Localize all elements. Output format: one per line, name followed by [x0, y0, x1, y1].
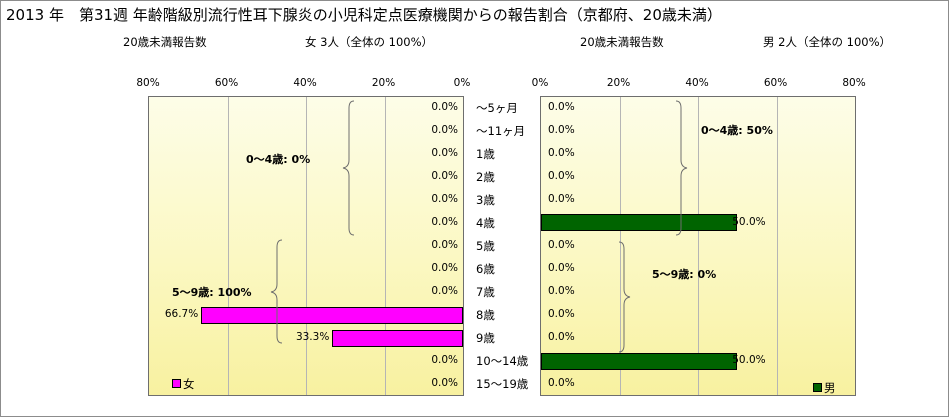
female-value-label: 0.0% — [431, 192, 458, 205]
female-value-label: 33.3% — [295, 331, 330, 344]
female-bar — [201, 306, 463, 324]
female-summary: 女 3人（全体の 100%） — [305, 35, 434, 49]
male-annotation-5-9: 5～9歳: 0% — [652, 268, 717, 281]
female-gridline — [306, 97, 307, 395]
female-tick-label: 40% — [293, 77, 317, 89]
age-label: 6歳 — [476, 262, 495, 277]
female-annotation-0-4: 0～4歳: 0% — [246, 153, 311, 166]
male-value-label: 0.0% — [548, 285, 575, 298]
female-bracket-5-9 — [270, 239, 283, 344]
age-label: ～5ヶ月 — [476, 100, 518, 115]
male-plot-area — [540, 96, 856, 396]
male-summary: 男 2人（全体の 100%） — [763, 35, 892, 49]
female-value-label: 66.7% — [164, 308, 199, 321]
male-value-label: 0.0% — [548, 146, 575, 159]
female-annotation-5-9: 5～9歳: 100% — [172, 286, 252, 299]
female-plot-area — [148, 96, 464, 396]
age-label: 4歳 — [476, 215, 495, 230]
male-value-label: 0.0% — [548, 239, 575, 251]
chart-title: 2013 年 第31週 年齢階級別流行性耳下腺炎の小児科定点医療機関からの報告割… — [6, 6, 722, 24]
age-label: 3歳 — [476, 192, 495, 207]
male-gridline — [698, 97, 699, 395]
female-value-label: 0.0% — [431, 377, 458, 390]
age-label: 5歳 — [476, 239, 495, 253]
male-value-label: 0.0% — [548, 192, 575, 205]
male-value-label: 0.0% — [548, 169, 575, 182]
female-bracket-0-4 — [342, 100, 355, 236]
female-value-label: 0.0% — [431, 169, 458, 182]
female-count-label: 20歳未満報告数 — [123, 35, 207, 49]
male-legend: 男 — [813, 380, 836, 396]
male-bar — [541, 214, 738, 232]
age-label: 1歳 — [476, 146, 495, 161]
female-value-label: 0.0% — [431, 123, 458, 136]
male-bar — [541, 352, 738, 370]
male-legend-label: 男 — [824, 381, 836, 395]
female-tick-label: 60% — [214, 77, 239, 89]
male-bracket-5-9 — [618, 241, 631, 353]
female-tick-label: 0% — [453, 77, 471, 89]
male-value-label: 0.0% — [548, 262, 575, 275]
age-label: 7歳 — [476, 285, 495, 300]
male-gridline — [776, 97, 778, 395]
female-legend-swatch — [172, 379, 181, 388]
male-value-label: 0.0% — [548, 331, 575, 344]
female-bar — [332, 329, 463, 347]
female-tick-label: 80% — [136, 77, 160, 89]
male-value-label: 50.0% — [732, 354, 766, 367]
female-value-label: 0.0% — [431, 100, 458, 113]
female-gridline — [384, 97, 386, 395]
female-value-label: 0.0% — [431, 239, 458, 251]
male-value-label: 0.0% — [548, 123, 575, 136]
age-label: 2歳 — [476, 169, 495, 184]
female-value-label: 0.0% — [431, 262, 458, 275]
female-value-label: 0.0% — [431, 215, 458, 228]
male-tick-label: 0% — [531, 77, 549, 89]
male-bracket-0-4 — [675, 100, 688, 236]
age-label: 8歳 — [476, 308, 495, 323]
male-value-label: 0.0% — [548, 308, 575, 321]
male-count-label: 20歳未満報告数 — [580, 35, 664, 49]
male-value-label: 0.0% — [548, 100, 575, 113]
female-gridline — [227, 97, 229, 395]
female-legend-label: 女 — [183, 377, 195, 391]
female-legend: 女 — [172, 376, 195, 392]
age-label: ～11ヶ月 — [476, 123, 526, 138]
male-tick-label: 60% — [763, 77, 788, 89]
age-label: 10～14歳 — [476, 354, 529, 369]
male-value-label: 50.0% — [732, 215, 766, 228]
female-value-label: 0.0% — [431, 146, 458, 159]
female-value-label: 0.0% — [431, 285, 458, 298]
male-tick-label: 40% — [685, 77, 709, 89]
age-label: 15～19歳 — [476, 377, 529, 392]
female-tick-label: 20% — [371, 77, 396, 89]
male-gridline — [619, 97, 621, 395]
male-annotation-0-4: 0～4歳: 50% — [701, 124, 773, 137]
age-label: 9歳 — [476, 331, 495, 346]
male-legend-swatch — [813, 383, 822, 392]
male-tick-label: 80% — [842, 77, 866, 89]
female-value-label: 0.0% — [431, 354, 458, 367]
male-value-label: 0.0% — [548, 377, 575, 390]
male-tick-label: 20% — [606, 77, 631, 89]
